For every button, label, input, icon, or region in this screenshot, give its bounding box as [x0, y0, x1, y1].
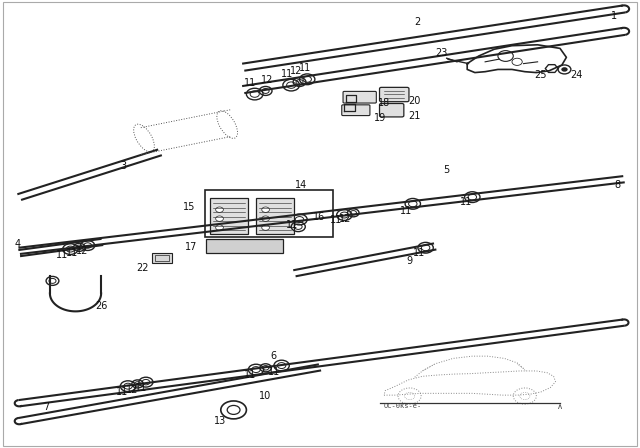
Text: 11: 11	[268, 367, 280, 377]
Text: 14: 14	[294, 180, 307, 190]
Bar	[210, 198, 248, 234]
Text: 11: 11	[330, 215, 342, 225]
Bar	[152, 253, 172, 263]
Text: 12: 12	[261, 75, 274, 85]
Circle shape	[216, 216, 223, 221]
Text: 11: 11	[65, 248, 78, 258]
Text: 21: 21	[408, 112, 421, 121]
Text: 18: 18	[378, 98, 390, 108]
Text: 6: 6	[271, 351, 277, 361]
Bar	[206, 239, 283, 253]
Circle shape	[262, 216, 269, 221]
Text: 8: 8	[614, 180, 621, 190]
Text: 7: 7	[43, 402, 49, 412]
Bar	[256, 198, 294, 234]
Text: 4: 4	[15, 239, 21, 249]
Text: 26: 26	[95, 301, 108, 310]
Bar	[155, 255, 169, 261]
Text: 2: 2	[414, 17, 420, 27]
Text: 11: 11	[285, 220, 298, 230]
Text: 3: 3	[120, 161, 126, 171]
Text: 13: 13	[214, 416, 227, 426]
FancyBboxPatch shape	[343, 91, 376, 103]
Text: 5: 5	[444, 165, 450, 175]
Text: OC-0ks-e-: OC-0ks-e-	[384, 403, 422, 409]
Text: 11: 11	[280, 69, 293, 79]
Text: 24: 24	[570, 70, 582, 80]
Circle shape	[216, 207, 223, 212]
Bar	[205, 190, 333, 237]
Text: 23: 23	[435, 48, 448, 58]
Circle shape	[262, 207, 269, 212]
Circle shape	[216, 225, 223, 230]
Bar	[347, 96, 355, 101]
Text: 25: 25	[534, 70, 547, 80]
Text: 11: 11	[243, 78, 256, 88]
Text: 12: 12	[76, 246, 88, 256]
Text: 11: 11	[413, 248, 426, 258]
Text: 11: 11	[134, 383, 147, 393]
Text: 17: 17	[184, 242, 197, 252]
Text: 11: 11	[298, 63, 311, 73]
Text: 16: 16	[312, 212, 325, 222]
Text: 11: 11	[243, 370, 256, 380]
Text: 12: 12	[125, 385, 138, 395]
Text: 19: 19	[374, 113, 387, 123]
Text: 20: 20	[408, 96, 421, 106]
Text: 11: 11	[115, 387, 128, 396]
Text: 11: 11	[460, 198, 472, 207]
Text: 10: 10	[259, 392, 271, 401]
Circle shape	[262, 225, 269, 230]
Text: 12: 12	[289, 66, 302, 76]
Circle shape	[561, 67, 568, 72]
FancyBboxPatch shape	[342, 105, 370, 116]
Text: 12: 12	[339, 214, 352, 224]
Text: 11: 11	[56, 250, 68, 260]
Text: 15: 15	[182, 202, 195, 212]
FancyBboxPatch shape	[380, 103, 404, 117]
Text: 11: 11	[400, 206, 413, 215]
Text: ∧: ∧	[557, 401, 563, 410]
Text: 22: 22	[136, 263, 148, 273]
Text: 9: 9	[406, 256, 413, 266]
FancyBboxPatch shape	[380, 87, 409, 102]
Text: 1: 1	[611, 11, 618, 21]
